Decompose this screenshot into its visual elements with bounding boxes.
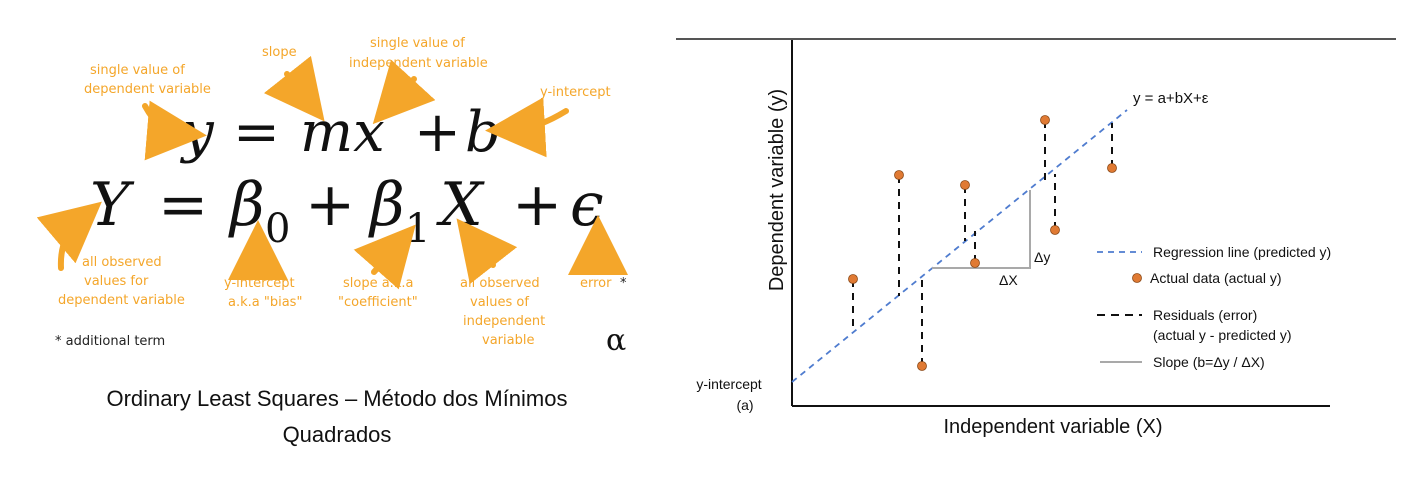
left-panel: single value of dependent variable slope… bbox=[36, 36, 628, 447]
annotation-slope-coefficient-line-2: "coefficient" bbox=[338, 295, 418, 310]
regression-line bbox=[791, 109, 1128, 383]
data-point-1 bbox=[848, 274, 858, 284]
arrow-to-b bbox=[485, 97, 569, 158]
annotation-error: error bbox=[580, 276, 612, 291]
equation-2-plus-1: + bbox=[305, 170, 355, 240]
equation-1-b: b bbox=[465, 100, 501, 165]
equation-1-equals: = bbox=[233, 100, 280, 165]
delta-x-label: ΔX bbox=[999, 272, 1018, 288]
annotation-arrows bbox=[36, 55, 628, 290]
legend-residual-label-line-1: Residuals (error) bbox=[1153, 307, 1257, 323]
annotation-dependent-single-line-1: single value of bbox=[90, 63, 185, 78]
equation-2-plus-2: + bbox=[512, 170, 562, 240]
caption-line-2: Quadrados bbox=[283, 422, 392, 447]
data-point-2 bbox=[894, 170, 904, 180]
equation-2-epsilon: ϵ bbox=[570, 170, 604, 240]
residual-lines bbox=[852, 121, 1113, 365]
annotation-all-independent-line-2: values of bbox=[470, 295, 529, 310]
slope-guide bbox=[932, 190, 1031, 269]
equation-1-mx: mx bbox=[300, 100, 385, 165]
equation-1-plus: + bbox=[414, 100, 461, 165]
equation-2-equals: = bbox=[158, 170, 208, 240]
slope-triangle: ΔX Δy bbox=[932, 190, 1050, 288]
arrow-to-X bbox=[456, 218, 518, 285]
arrow-to-Y bbox=[36, 201, 102, 271]
legend-actual-swatch bbox=[1132, 273, 1142, 283]
annotation-all-independent-line-1: all observed bbox=[460, 276, 540, 291]
equation-2-X: X bbox=[436, 170, 485, 240]
annotation-y-intercept: y-intercept bbox=[540, 85, 611, 100]
equation-1-y: y bbox=[179, 100, 215, 165]
annotation-all-independent-line-3: independent bbox=[463, 314, 545, 329]
arrow-to-x bbox=[372, 59, 436, 125]
delta-y-label: Δy bbox=[1034, 249, 1050, 265]
y-intercept-label-line-2: (a) bbox=[736, 397, 753, 413]
annotation-intercept-bias-line-1: y-intercept bbox=[224, 276, 295, 291]
annotation-independent-single-line-2: independent variable bbox=[349, 56, 488, 71]
regression-equation-label: y = a+bX+ε bbox=[1133, 90, 1209, 107]
annotation-slope: slope bbox=[262, 45, 297, 60]
y-axis-label: Dependent variable (y) bbox=[766, 89, 788, 291]
equation-2-subscript-0: 0 bbox=[265, 206, 290, 252]
data-point-7 bbox=[1050, 225, 1060, 235]
annotation-error-star: * bbox=[620, 276, 627, 291]
annotation-dependent-single-line-2: dependent variable bbox=[84, 82, 211, 97]
data-point-5 bbox=[970, 258, 980, 268]
annotation-all-independent-line-4: variable bbox=[482, 333, 534, 348]
annotation-independent-single-line-1: single value of bbox=[370, 36, 465, 51]
legend-actual-label: Actual data (actual y) bbox=[1150, 270, 1282, 286]
caption-line-1: Ordinary Least Squares – Método dos Míni… bbox=[106, 386, 567, 411]
annotation-all-dependent-line-2: values for bbox=[84, 274, 149, 289]
annotation-intercept-bias-line-2: a.k.a "bias" bbox=[228, 295, 302, 310]
data-point-6 bbox=[1040, 115, 1050, 125]
arrow-to-y bbox=[142, 100, 207, 161]
legend: Regression line (predicted y) Actual dat… bbox=[1097, 244, 1331, 370]
legend-slope-label: Slope (b=Δy / ΔX) bbox=[1153, 354, 1265, 370]
alpha-symbol: α bbox=[606, 323, 626, 358]
x-axis-label: Independent variable (X) bbox=[943, 416, 1162, 438]
data-point-3 bbox=[917, 361, 927, 371]
equation-2-beta0: β bbox=[228, 170, 265, 240]
annotation-slope-coefficient-line-1: slope a.k.a bbox=[343, 276, 413, 291]
legend-regression-label: Regression line (predicted y) bbox=[1153, 244, 1331, 260]
regression-diagram: Independent variable (X) Dependent varia… bbox=[676, 38, 1396, 438]
actual-data-points bbox=[848, 115, 1117, 371]
data-point-4 bbox=[960, 180, 970, 190]
arrow-to-slope bbox=[263, 55, 325, 122]
data-point-8 bbox=[1107, 163, 1117, 173]
y-intercept-label-line-1: y-intercept bbox=[696, 376, 761, 392]
arrow-to-beta1 bbox=[353, 224, 416, 290]
equation-2-subscript-1: 1 bbox=[405, 206, 430, 252]
equation-2-Y: Y bbox=[90, 170, 135, 240]
annotation-additional-term: * additional term bbox=[55, 334, 165, 349]
annotation-all-dependent-line-3: dependent variable bbox=[58, 293, 185, 308]
equation-2-beta1: β bbox=[368, 170, 405, 240]
legend-residual-label-line-2: (actual y - predicted y) bbox=[1153, 327, 1292, 343]
annotation-all-dependent-line-1: all observed bbox=[82, 255, 162, 270]
